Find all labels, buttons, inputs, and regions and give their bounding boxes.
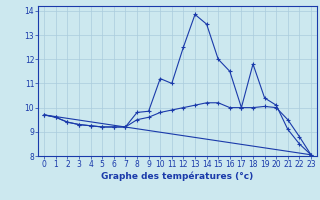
X-axis label: Graphe des températures (°c): Graphe des températures (°c)	[101, 172, 254, 181]
